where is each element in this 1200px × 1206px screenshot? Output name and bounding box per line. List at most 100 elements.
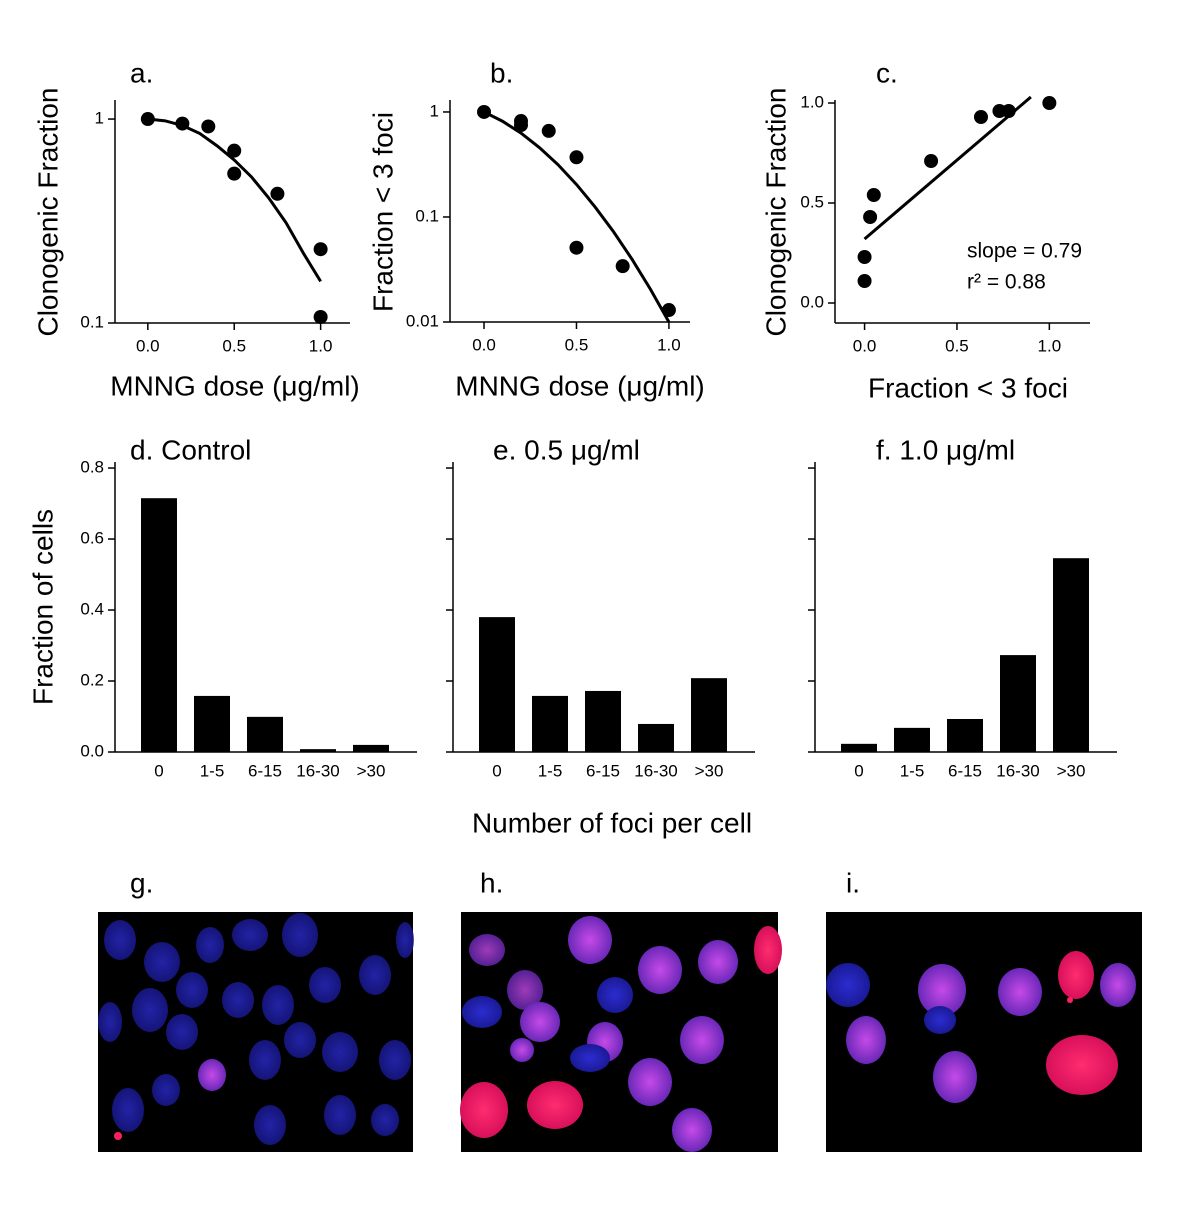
bar — [247, 716, 283, 752]
x-tick-label: >30 — [357, 761, 386, 780]
bar — [691, 678, 727, 752]
panel-title: a. — [130, 57, 153, 88]
y-tick-label: 0.01 — [406, 311, 439, 330]
bar — [532, 695, 568, 752]
x-tick-label: >30 — [1057, 761, 1086, 780]
image-label: i. — [846, 867, 860, 898]
data-point — [924, 154, 939, 168]
x-tick-label: 1.0 — [1038, 336, 1062, 355]
bar — [841, 743, 877, 752]
x-axis-label: MNNG dose (μg/ml) — [110, 370, 360, 401]
x-tick-label: 16-30 — [296, 761, 339, 780]
panel-title: f. 1.0 μg/ml — [876, 434, 1015, 465]
x-tick-label: 16-30 — [996, 761, 1039, 780]
data-point — [973, 110, 988, 124]
fit-line — [483, 110, 671, 323]
fit-line — [147, 117, 322, 283]
x-tick-label: 0.5 — [565, 335, 589, 354]
data-point — [857, 250, 872, 264]
bar — [1053, 558, 1089, 752]
y-tick-label: 0.0 — [80, 741, 104, 760]
x-tick-label: 1.0 — [657, 335, 681, 354]
x-tick-label: 6-15 — [586, 761, 620, 780]
data-point — [175, 116, 190, 131]
y-tick-label: 0.1 — [415, 206, 439, 225]
y-tick-label: 0.6 — [80, 529, 104, 548]
x-tick-label: 6-15 — [948, 761, 982, 780]
x-tick-label: 6-15 — [248, 761, 282, 780]
y-tick-label: 0.2 — [80, 670, 104, 689]
bar — [141, 498, 177, 752]
data-point — [313, 310, 328, 325]
y-tick-label: 1.0 — [800, 92, 824, 111]
x-tick-label: 0 — [854, 761, 863, 780]
panel-title: d. Control — [130, 434, 251, 465]
image-label: g. — [130, 867, 153, 898]
y-axis-label: Clonogenic Fraction — [32, 87, 63, 336]
data-point — [863, 210, 878, 224]
panel-title: b. — [490, 57, 513, 88]
x-tick-label: 1-5 — [900, 761, 925, 780]
bar — [638, 723, 674, 752]
y-axis-label: Fraction < 3 foci — [367, 112, 398, 312]
data-point — [313, 242, 328, 257]
x-tick-label: 1-5 — [538, 761, 563, 780]
data-point — [201, 119, 216, 134]
data-point — [477, 104, 492, 119]
y-tick-label: 0.5 — [800, 192, 824, 211]
y-tick-label: 1 — [95, 109, 104, 128]
y-axis-label: Clonogenic Fraction — [760, 87, 791, 336]
annotation: slope = 0.79 — [967, 240, 1082, 263]
y-tick-label: 0.8 — [80, 458, 104, 477]
data-point — [227, 143, 242, 158]
bar — [353, 744, 389, 752]
data-point — [615, 259, 630, 274]
x-tick-label: 0.5 — [222, 336, 246, 355]
x-axis-label: Fraction < 3 foci — [868, 372, 1068, 403]
data-point — [541, 123, 556, 138]
data-point — [227, 166, 242, 181]
data-point — [857, 274, 872, 288]
data-point — [270, 186, 285, 201]
bar — [894, 727, 930, 752]
x-tick-label: >30 — [695, 761, 724, 780]
annotation: r² = 0.88 — [967, 271, 1046, 294]
panel-title: c. — [876, 57, 898, 88]
image-label: h. — [480, 867, 503, 898]
data-point — [140, 112, 155, 127]
x-tick-label: 1-5 — [200, 761, 225, 780]
x-tick-label: 16-30 — [634, 761, 677, 780]
bar — [1000, 655, 1036, 752]
y-tick-label: 0.4 — [80, 600, 104, 619]
data-point — [1042, 96, 1057, 110]
x-axis-label: Number of foci per cell — [472, 807, 752, 838]
x-tick-label: 0 — [492, 761, 501, 780]
data-point — [569, 150, 584, 165]
bar — [300, 749, 336, 752]
x-tick-label: 0.5 — [945, 336, 969, 355]
fit-line — [863, 95, 1032, 241]
bar — [194, 695, 230, 752]
y-axis-label: Fraction of cells — [27, 509, 58, 705]
y-tick-label: 0.1 — [80, 312, 104, 331]
x-tick-label: 0.0 — [853, 336, 877, 355]
bar — [479, 617, 515, 752]
data-point — [866, 188, 881, 202]
x-tick-label: 1.0 — [309, 336, 333, 355]
x-tick-label: 0.0 — [136, 336, 160, 355]
x-tick-label: 0.0 — [472, 335, 496, 354]
y-tick-label: 0.0 — [800, 292, 824, 311]
y-tick-label: 1 — [430, 101, 439, 120]
bar — [585, 690, 621, 752]
x-axis-label: MNNG dose (μg/ml) — [455, 370, 705, 401]
data-point — [569, 240, 584, 255]
data-point — [514, 118, 529, 133]
micrograph — [460, 912, 782, 1152]
micrograph — [98, 912, 414, 1152]
data-point — [661, 303, 676, 318]
panel-title: e. 0.5 μg/ml — [493, 434, 640, 465]
x-tick-label: 0 — [154, 761, 163, 780]
bar — [947, 718, 983, 752]
micrograph — [826, 912, 1142, 1152]
